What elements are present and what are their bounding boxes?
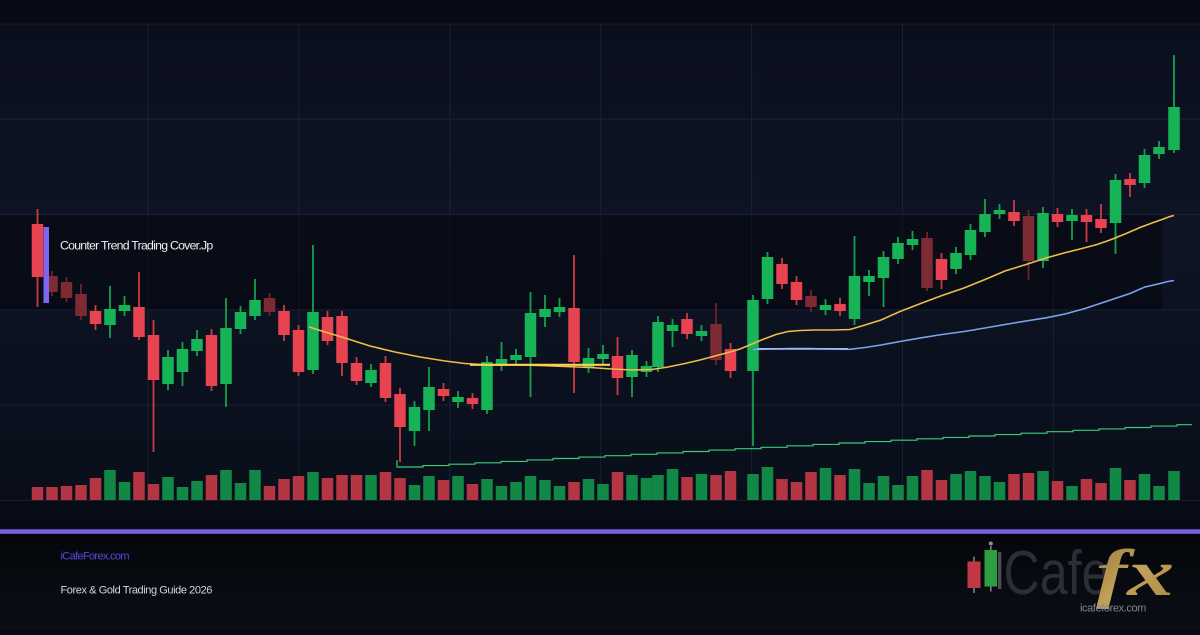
svg-text:fx: fx	[1096, 536, 1174, 609]
svg-text:Cafe: Cafe	[1004, 538, 1110, 607]
svg-text:icafeforex.com: icafeforex.com	[1080, 603, 1146, 615]
svg-text:Counter Trend Trading Cover.Jp: Counter Trend Trading Cover.Jp	[60, 239, 213, 253]
svg-text:Forex & Gold Trading Guide 202: Forex & Gold Trading Guide 2026	[61, 585, 213, 597]
svg-text:iCafeForex.com: iCafeForex.com	[61, 551, 130, 563]
